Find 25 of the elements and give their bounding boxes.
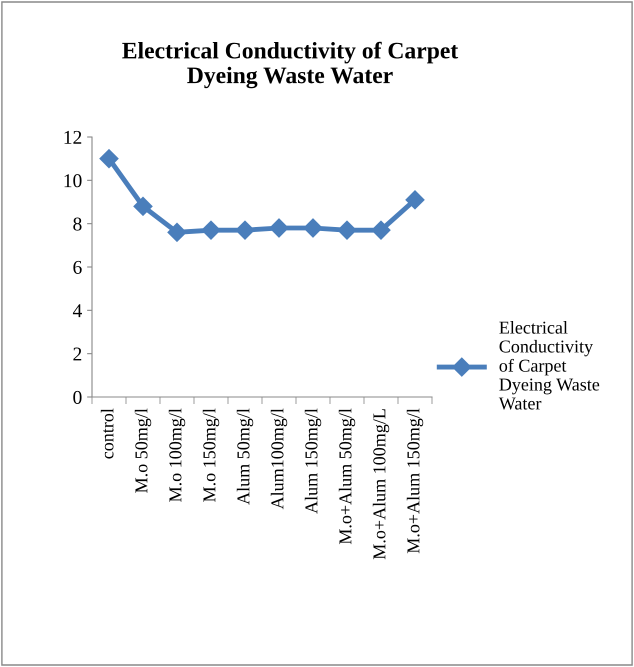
- x-tick-label: M.o+Alum 50mg/l: [338, 408, 356, 544]
- y-tick-label: 6: [73, 260, 82, 274]
- x-tick-label: Alum 50mg/l: [236, 408, 254, 505]
- x-tick-label: M.o+Alum 150mg/l: [406, 408, 424, 554]
- point: [303, 218, 323, 238]
- legend-label: Electrical Conductivity of Carpet Dyeing Waste Water: [498, 321, 600, 410]
- point: [167, 222, 187, 242]
- x-tick-label: control: [100, 408, 114, 459]
- chart-title: Electrical Conductivity of Carpet Dyeing Waste Water: [122, 42, 458, 88]
- point: [405, 190, 425, 210]
- x-tick-label: M.o 50mg/l: [134, 408, 152, 493]
- y-tick-label: 12: [64, 130, 82, 144]
- point: [99, 149, 119, 168]
- x-tick-label: M.o+Alum 100mg/L: [372, 409, 390, 560]
- x-tick-label: Alum100mg/l: [270, 408, 288, 510]
- y-tick-label: 10: [64, 174, 82, 188]
- y-tick-label: 2: [73, 348, 82, 360]
- x-tick-label: M.o 100mg/l: [168, 408, 186, 502]
- x-tick-label: Alum 150mg/l: [304, 408, 322, 514]
- point: [133, 196, 153, 216]
- y-tick-label: 4: [72, 304, 82, 318]
- y-tick-label: 0: [73, 390, 82, 404]
- point: [269, 218, 289, 238]
- x-tick-label: M.o 150mg/l: [202, 408, 220, 502]
- y-tick-label: 8: [73, 217, 82, 231]
